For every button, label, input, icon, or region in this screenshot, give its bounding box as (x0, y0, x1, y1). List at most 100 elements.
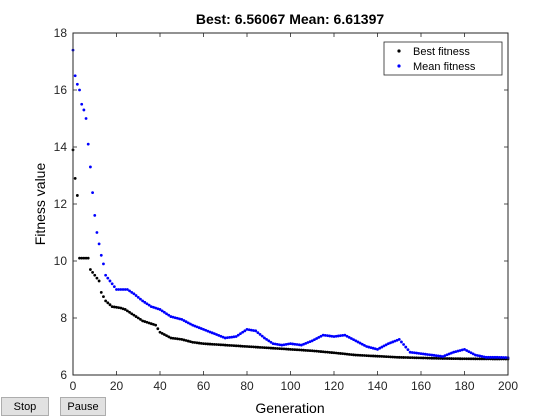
data-point (143, 320, 147, 323)
data-point (271, 346, 275, 350)
data-point (373, 347, 377, 351)
y-tick-label: 6 (60, 368, 67, 382)
data-point (367, 345, 371, 349)
data-point (330, 351, 334, 354)
stop-button[interactable]: Stop (1, 397, 49, 416)
data-point (310, 339, 314, 343)
data-point (245, 345, 249, 348)
data-point (208, 330, 212, 334)
data-point (373, 354, 377, 358)
data-point (128, 289, 131, 293)
data-point (128, 310, 131, 314)
data-point (452, 357, 456, 361)
data-point (317, 349, 321, 353)
data-point (367, 354, 371, 358)
data-point (191, 323, 195, 327)
data-point (441, 355, 445, 358)
data-point (86, 142, 90, 146)
data-point (186, 321, 190, 325)
data-point (239, 344, 242, 348)
data-point (112, 285, 116, 289)
data-point (454, 357, 458, 361)
data-point (104, 273, 108, 277)
data-point (189, 340, 192, 344)
data-point (456, 349, 460, 353)
data-point (302, 348, 305, 352)
data-point (371, 354, 375, 358)
data-point (439, 354, 442, 358)
x-tick-label: 140 (367, 379, 387, 393)
data-point (332, 351, 336, 355)
data-point (115, 288, 118, 291)
data-point (154, 323, 158, 327)
data-point (421, 352, 425, 356)
legend-entry-mean: Mean fitness (413, 61, 476, 73)
data-point (99, 290, 103, 294)
y-tick-label: 14 (54, 140, 68, 154)
data-point (319, 350, 323, 353)
data-point (326, 350, 329, 354)
data-point (295, 348, 299, 352)
data-point (426, 356, 429, 360)
data-point (295, 343, 299, 346)
data-point (404, 356, 408, 359)
data-point (226, 343, 229, 347)
data-point (458, 349, 462, 352)
x-axis: 0 20 40 60 80 100 120 140 160 180 200 (70, 33, 518, 393)
data-point (369, 346, 373, 350)
data-point (452, 350, 456, 354)
data-point (358, 341, 362, 345)
data-point (247, 345, 251, 349)
data-point (360, 342, 364, 346)
y-tick-label: 8 (60, 311, 67, 325)
data-point (478, 357, 482, 361)
data-point (256, 331, 260, 335)
data-point (171, 336, 175, 340)
data-point (476, 354, 479, 357)
data-point (139, 318, 142, 321)
data-point (276, 342, 279, 346)
data-point (108, 303, 112, 307)
x-tick-label: 60 (197, 379, 211, 393)
data-point (226, 336, 229, 340)
data-point (458, 357, 462, 361)
data-point (284, 342, 288, 346)
data-point (228, 343, 232, 347)
data-point (130, 312, 134, 316)
data-point (378, 346, 382, 350)
data-point (230, 344, 234, 347)
data-point (273, 342, 277, 346)
data-point (121, 288, 125, 291)
data-point (478, 354, 482, 358)
data-point (469, 357, 473, 361)
data-point (132, 313, 136, 317)
data-point (189, 322, 192, 326)
data-point (315, 349, 318, 353)
pause-button[interactable]: Pause (60, 397, 106, 416)
data-point (149, 322, 153, 326)
data-point (402, 356, 405, 359)
data-point (236, 344, 240, 348)
data-point (417, 356, 421, 360)
x-tick-label: 160 (411, 379, 431, 393)
data-point (78, 256, 81, 260)
data-point (145, 302, 149, 306)
data-point (347, 335, 351, 339)
data-point (450, 357, 453, 360)
data-point (102, 295, 105, 299)
data-point (254, 329, 258, 333)
data-point (73, 176, 77, 180)
data-point (406, 356, 410, 359)
y-tick-label: 18 (54, 26, 68, 40)
data-point (208, 342, 212, 346)
data-point (434, 356, 438, 360)
data-point (389, 341, 392, 345)
data-point (352, 353, 355, 357)
data-point (445, 357, 449, 360)
data-point (97, 279, 101, 283)
data-point (199, 341, 203, 345)
data-point (265, 337, 268, 341)
x-tick-label: 80 (240, 379, 254, 393)
data-point (110, 305, 114, 308)
data-point (93, 214, 97, 217)
